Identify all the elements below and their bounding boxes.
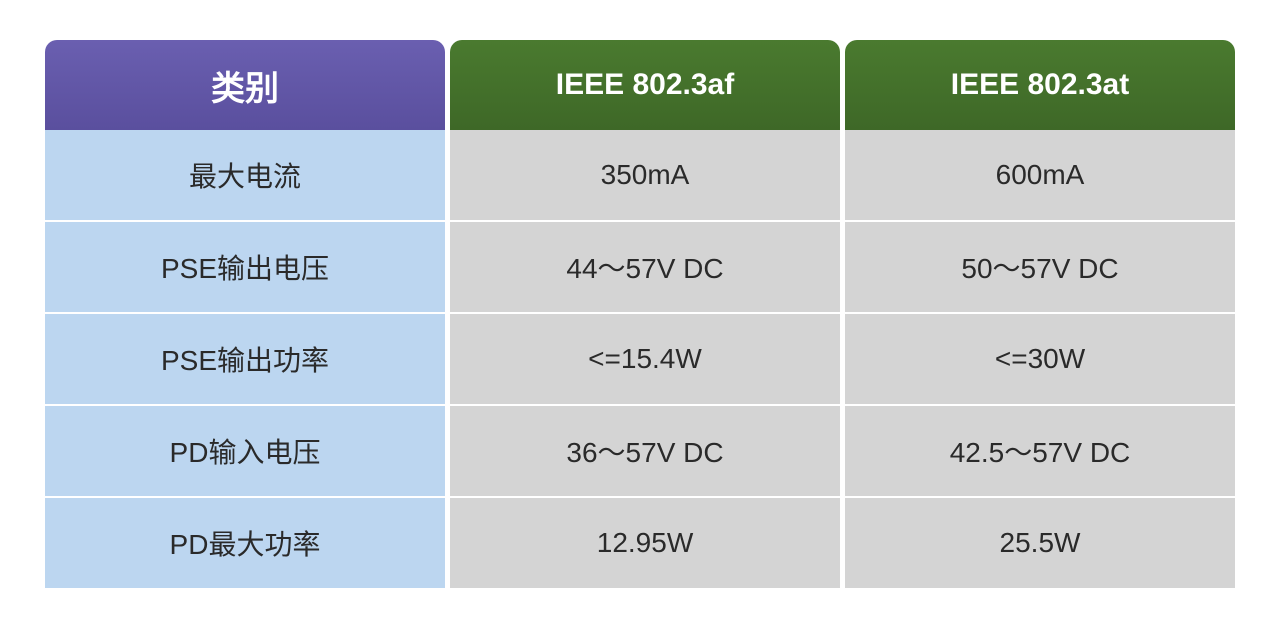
table-row: 最大电流 350mA 600mA	[45, 130, 1235, 222]
row-label: PSE输出功率	[45, 314, 445, 406]
row-spec1: 12.95W	[450, 498, 840, 590]
row-label: PD最大功率	[45, 498, 445, 590]
header-spec2: IEEE 802.3at	[845, 40, 1235, 130]
row-spec2: <=30W	[845, 314, 1235, 406]
table-row: PD最大功率 12.95W 25.5W	[45, 498, 1235, 590]
row-spec2: 600mA	[845, 130, 1235, 222]
table-header-row: 类别 IEEE 802.3af IEEE 802.3at	[45, 40, 1235, 130]
row-label: PD输入电压	[45, 406, 445, 498]
row-spec1: 44～57V DC	[450, 222, 840, 314]
row-spec2: 25.5W	[845, 498, 1235, 590]
header-spec1: IEEE 802.3af	[450, 40, 840, 130]
poe-spec-table: 类别 IEEE 802.3af IEEE 802.3at 最大电流 350mA …	[40, 40, 1240, 590]
row-spec1: 36～57V DC	[450, 406, 840, 498]
table-row: PD输入电压 36～57V DC 42.5～57V DC	[45, 406, 1235, 498]
table-row: PSE输出电压 44～57V DC 50～57V DC	[45, 222, 1235, 314]
row-label: 最大电流	[45, 130, 445, 222]
table-row: PSE输出功率 <=15.4W <=30W	[45, 314, 1235, 406]
table-body: 最大电流 350mA 600mA PSE输出电压 44～57V DC 50～57…	[45, 130, 1235, 590]
row-spec1: <=15.4W	[450, 314, 840, 406]
row-spec2: 50～57V DC	[845, 222, 1235, 314]
row-label: PSE输出电压	[45, 222, 445, 314]
row-spec2: 42.5～57V DC	[845, 406, 1235, 498]
row-spec1: 350mA	[450, 130, 840, 222]
header-category: 类别	[45, 40, 445, 130]
